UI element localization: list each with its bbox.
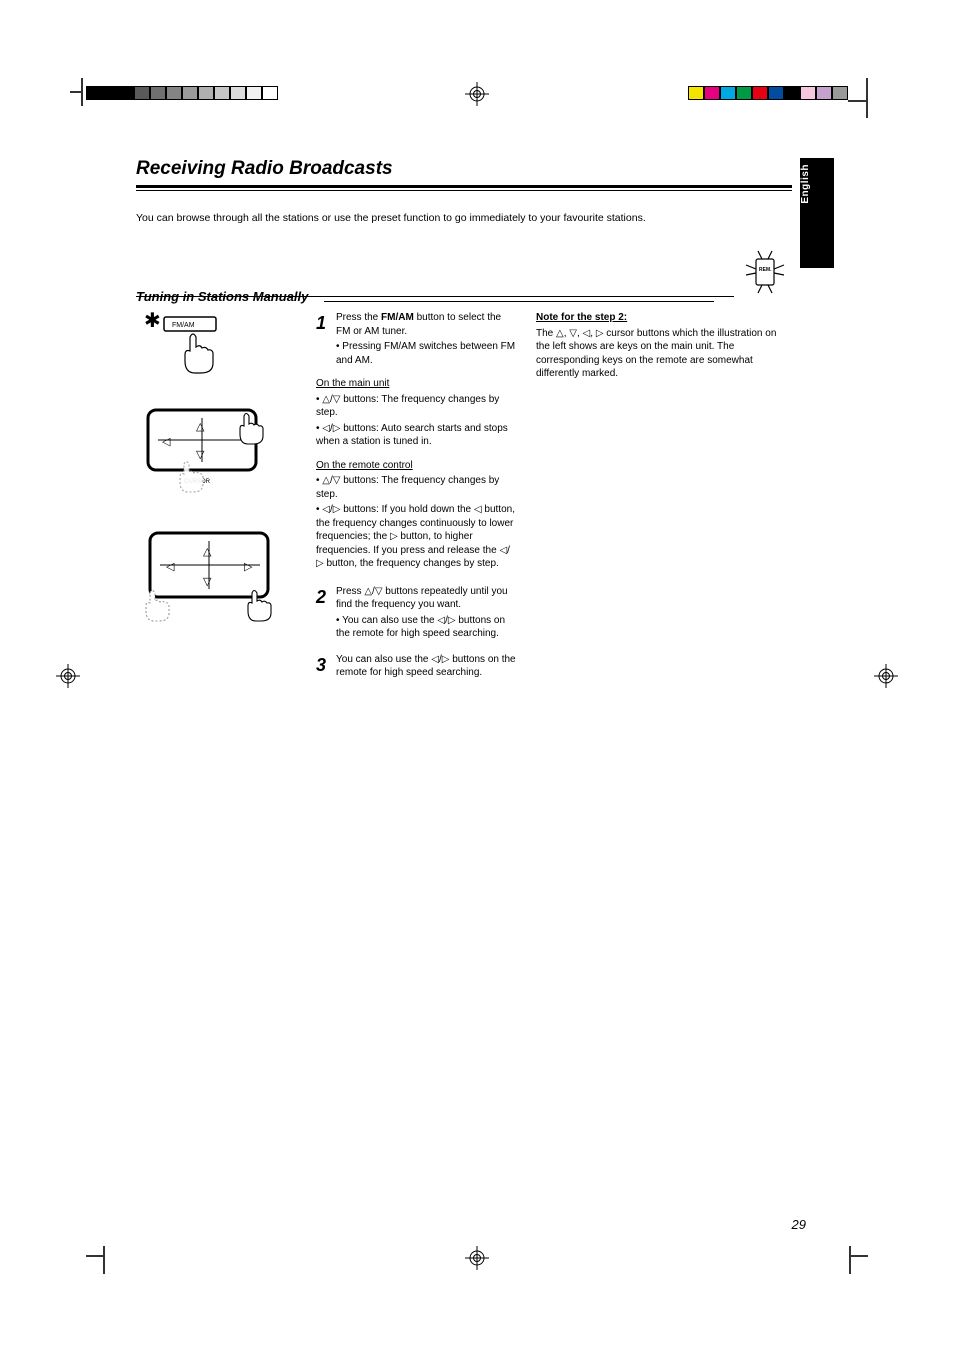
reg-crosshair-bottom — [465, 1246, 489, 1270]
remote-icon-label: REM. — [759, 267, 772, 273]
step-2: 2 Press △/▽ buttons repeatedly until you… — [316, 585, 516, 641]
svg-text:◁: ◁ — [166, 561, 175, 573]
svg-text:◁: ◁ — [162, 436, 171, 448]
crop-mark-bl — [86, 1246, 114, 1274]
crop-mark-br — [840, 1246, 868, 1274]
intro-text: You can browse through all the stations … — [136, 211, 776, 225]
reg-crosshair-left — [56, 664, 80, 688]
chapter-title: Receiving Radio Broadcasts — [136, 158, 792, 183]
step-1-title: Press the FM/AM button to select the FM … — [336, 311, 516, 338]
svg-text:▽: ▽ — [203, 576, 212, 588]
on-main-unit-label: On the main unit — [316, 377, 516, 391]
svg-text:▷: ▷ — [244, 561, 253, 573]
note-body: The △, ▽, ◁, ▷ cursor buttons which the … — [536, 327, 792, 381]
illus-fmam-button: ✱ FM/AM — [136, 311, 296, 386]
step-3-title: You can also use the ◁/▷ buttons on the … — [336, 653, 516, 680]
language-tab: English — [800, 158, 834, 268]
rule-thick — [136, 185, 792, 188]
step-2-title: Press △/▽ buttons repeatedly until you f… — [336, 585, 516, 612]
section-title: Tuning in Stations Manually — [136, 289, 308, 304]
on-remote-label: On the remote control — [316, 459, 516, 473]
illus-cursor-remote: △ ▽ ◁ ▷ — [136, 527, 296, 642]
step-num: 2 — [316, 585, 330, 641]
remote-icon: REM. — [738, 245, 792, 304]
svg-text:△: △ — [196, 421, 205, 433]
reg-grayscale-bar — [86, 86, 278, 100]
step-1: 1 Press the FM/AM button to select the F… — [316, 311, 516, 367]
step-num: 3 — [316, 653, 330, 680]
main-unit-note-1: • △/▽ buttons: The frequency changes by … — [316, 393, 516, 420]
svg-text:✱: ✱ — [144, 311, 161, 332]
step-1-sub: • Pressing FM/AM switches between FM and… — [336, 340, 516, 367]
step-3: 3 You can also use the ◁/▷ buttons on th… — [316, 653, 516, 680]
main-unit-note-2: • ◁/▷ buttons: Auto search starts and st… — [316, 422, 516, 449]
illus-cursor-unit: △ ▽ ◁ CURSOR — [136, 404, 296, 509]
note-head: Note for the step 2: — [536, 311, 792, 325]
page-number: 29 — [792, 1217, 806, 1232]
reg-crosshair-right — [874, 664, 898, 688]
remote-note-2: • ◁/▷ buttons: If you hold down the ◁ bu… — [316, 503, 516, 571]
language-tab-label: English — [800, 158, 811, 210]
section-underline — [324, 301, 714, 302]
remote-note-1: • △/▽ buttons: The frequency changes by … — [316, 474, 516, 501]
svg-text:FM/AM: FM/AM — [172, 322, 195, 329]
reg-crosshair-top — [465, 82, 489, 106]
step-num: 1 — [316, 311, 330, 367]
svg-text:△: △ — [203, 546, 212, 558]
rule-thin — [136, 190, 792, 191]
svg-text:▽: ▽ — [196, 449, 205, 461]
reg-color-bar — [688, 86, 848, 100]
step-2-sub: • You can also use the ◁/▷ buttons on th… — [336, 614, 516, 641]
